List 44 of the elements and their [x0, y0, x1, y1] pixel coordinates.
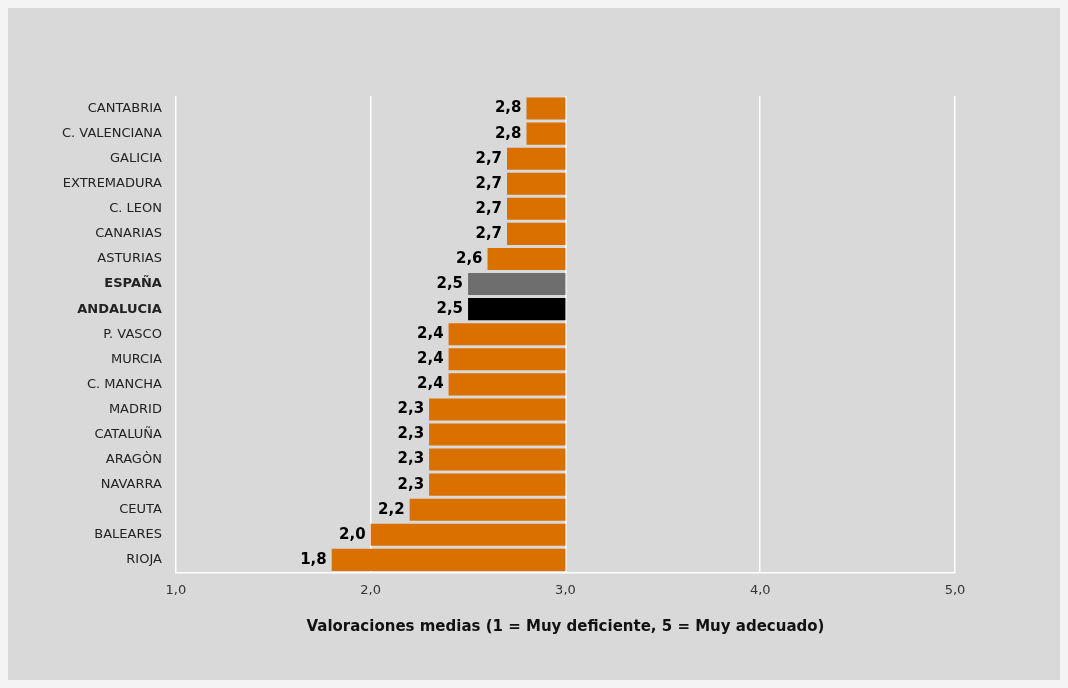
y-tick-label: NAVARRA	[100, 476, 162, 492]
x-tick-label: 5,0	[944, 581, 966, 597]
y-tick-label: P. VASCO	[103, 325, 162, 341]
y-tick-label: GALICIA	[110, 150, 162, 166]
data-label: 2,7	[475, 173, 503, 192]
data-label: 1,8	[300, 549, 327, 568]
data-label: 2,4	[417, 374, 444, 393]
y-tick-label: CATALUÑA	[94, 425, 162, 441]
x-tick-label: 1,0	[165, 581, 187, 597]
x-tick-label: 3,0	[555, 581, 576, 597]
y-tick-label: CEUTA	[119, 501, 162, 517]
data-label: 2,2	[378, 499, 405, 518]
y-tick-label: BALEARES	[94, 526, 162, 542]
data-label: 2,4	[417, 324, 444, 343]
y-tick-label: ESPAÑA	[104, 275, 162, 291]
x-tick-label: 4,0	[749, 581, 771, 597]
data-label: 2,8	[494, 98, 522, 117]
data-label: 2,5	[436, 299, 464, 318]
y-tick-label: EXTREMADURA	[62, 175, 162, 191]
data-label: 2,3	[397, 424, 425, 443]
y-tick-label: CANARIAS	[95, 225, 162, 241]
y-tick-label: ASTURIAS	[97, 250, 162, 266]
data-label: 2,4	[417, 349, 444, 368]
data-label: 2,5	[436, 273, 464, 292]
y-tick-label: CANTABRIA	[87, 99, 162, 115]
y-tick-label: MADRID	[108, 400, 162, 416]
y-tick-label: C. LEON	[109, 200, 162, 216]
x-axis-title: Valoraciones medias (1 = Muy deficiente, 5 = Muy adecuado)	[306, 616, 825, 635]
data-label: 2,3	[397, 474, 425, 493]
y-tick-label: MURCIA	[110, 350, 163, 366]
data-label: 2,3	[397, 449, 425, 468]
y-tick-label: RIOJA	[126, 551, 162, 567]
y-tick-label: ARAGÒN	[105, 450, 162, 466]
x-tick-label: 2,0	[360, 581, 382, 597]
data-label: 2,0	[339, 524, 366, 543]
y-tick-label: C. MANCHA	[86, 375, 163, 391]
y-tick-label: C. VALENCIANA	[61, 124, 162, 140]
data-label: 2,7	[475, 223, 503, 242]
data-label: 2,6	[455, 248, 483, 267]
y-tick-label: ANDALUCIA	[77, 300, 162, 316]
data-label: 2,7	[475, 148, 503, 167]
data-label: 2,7	[475, 198, 503, 217]
data-label: 2,3	[397, 399, 425, 418]
data-label: 2,8	[494, 123, 522, 142]
